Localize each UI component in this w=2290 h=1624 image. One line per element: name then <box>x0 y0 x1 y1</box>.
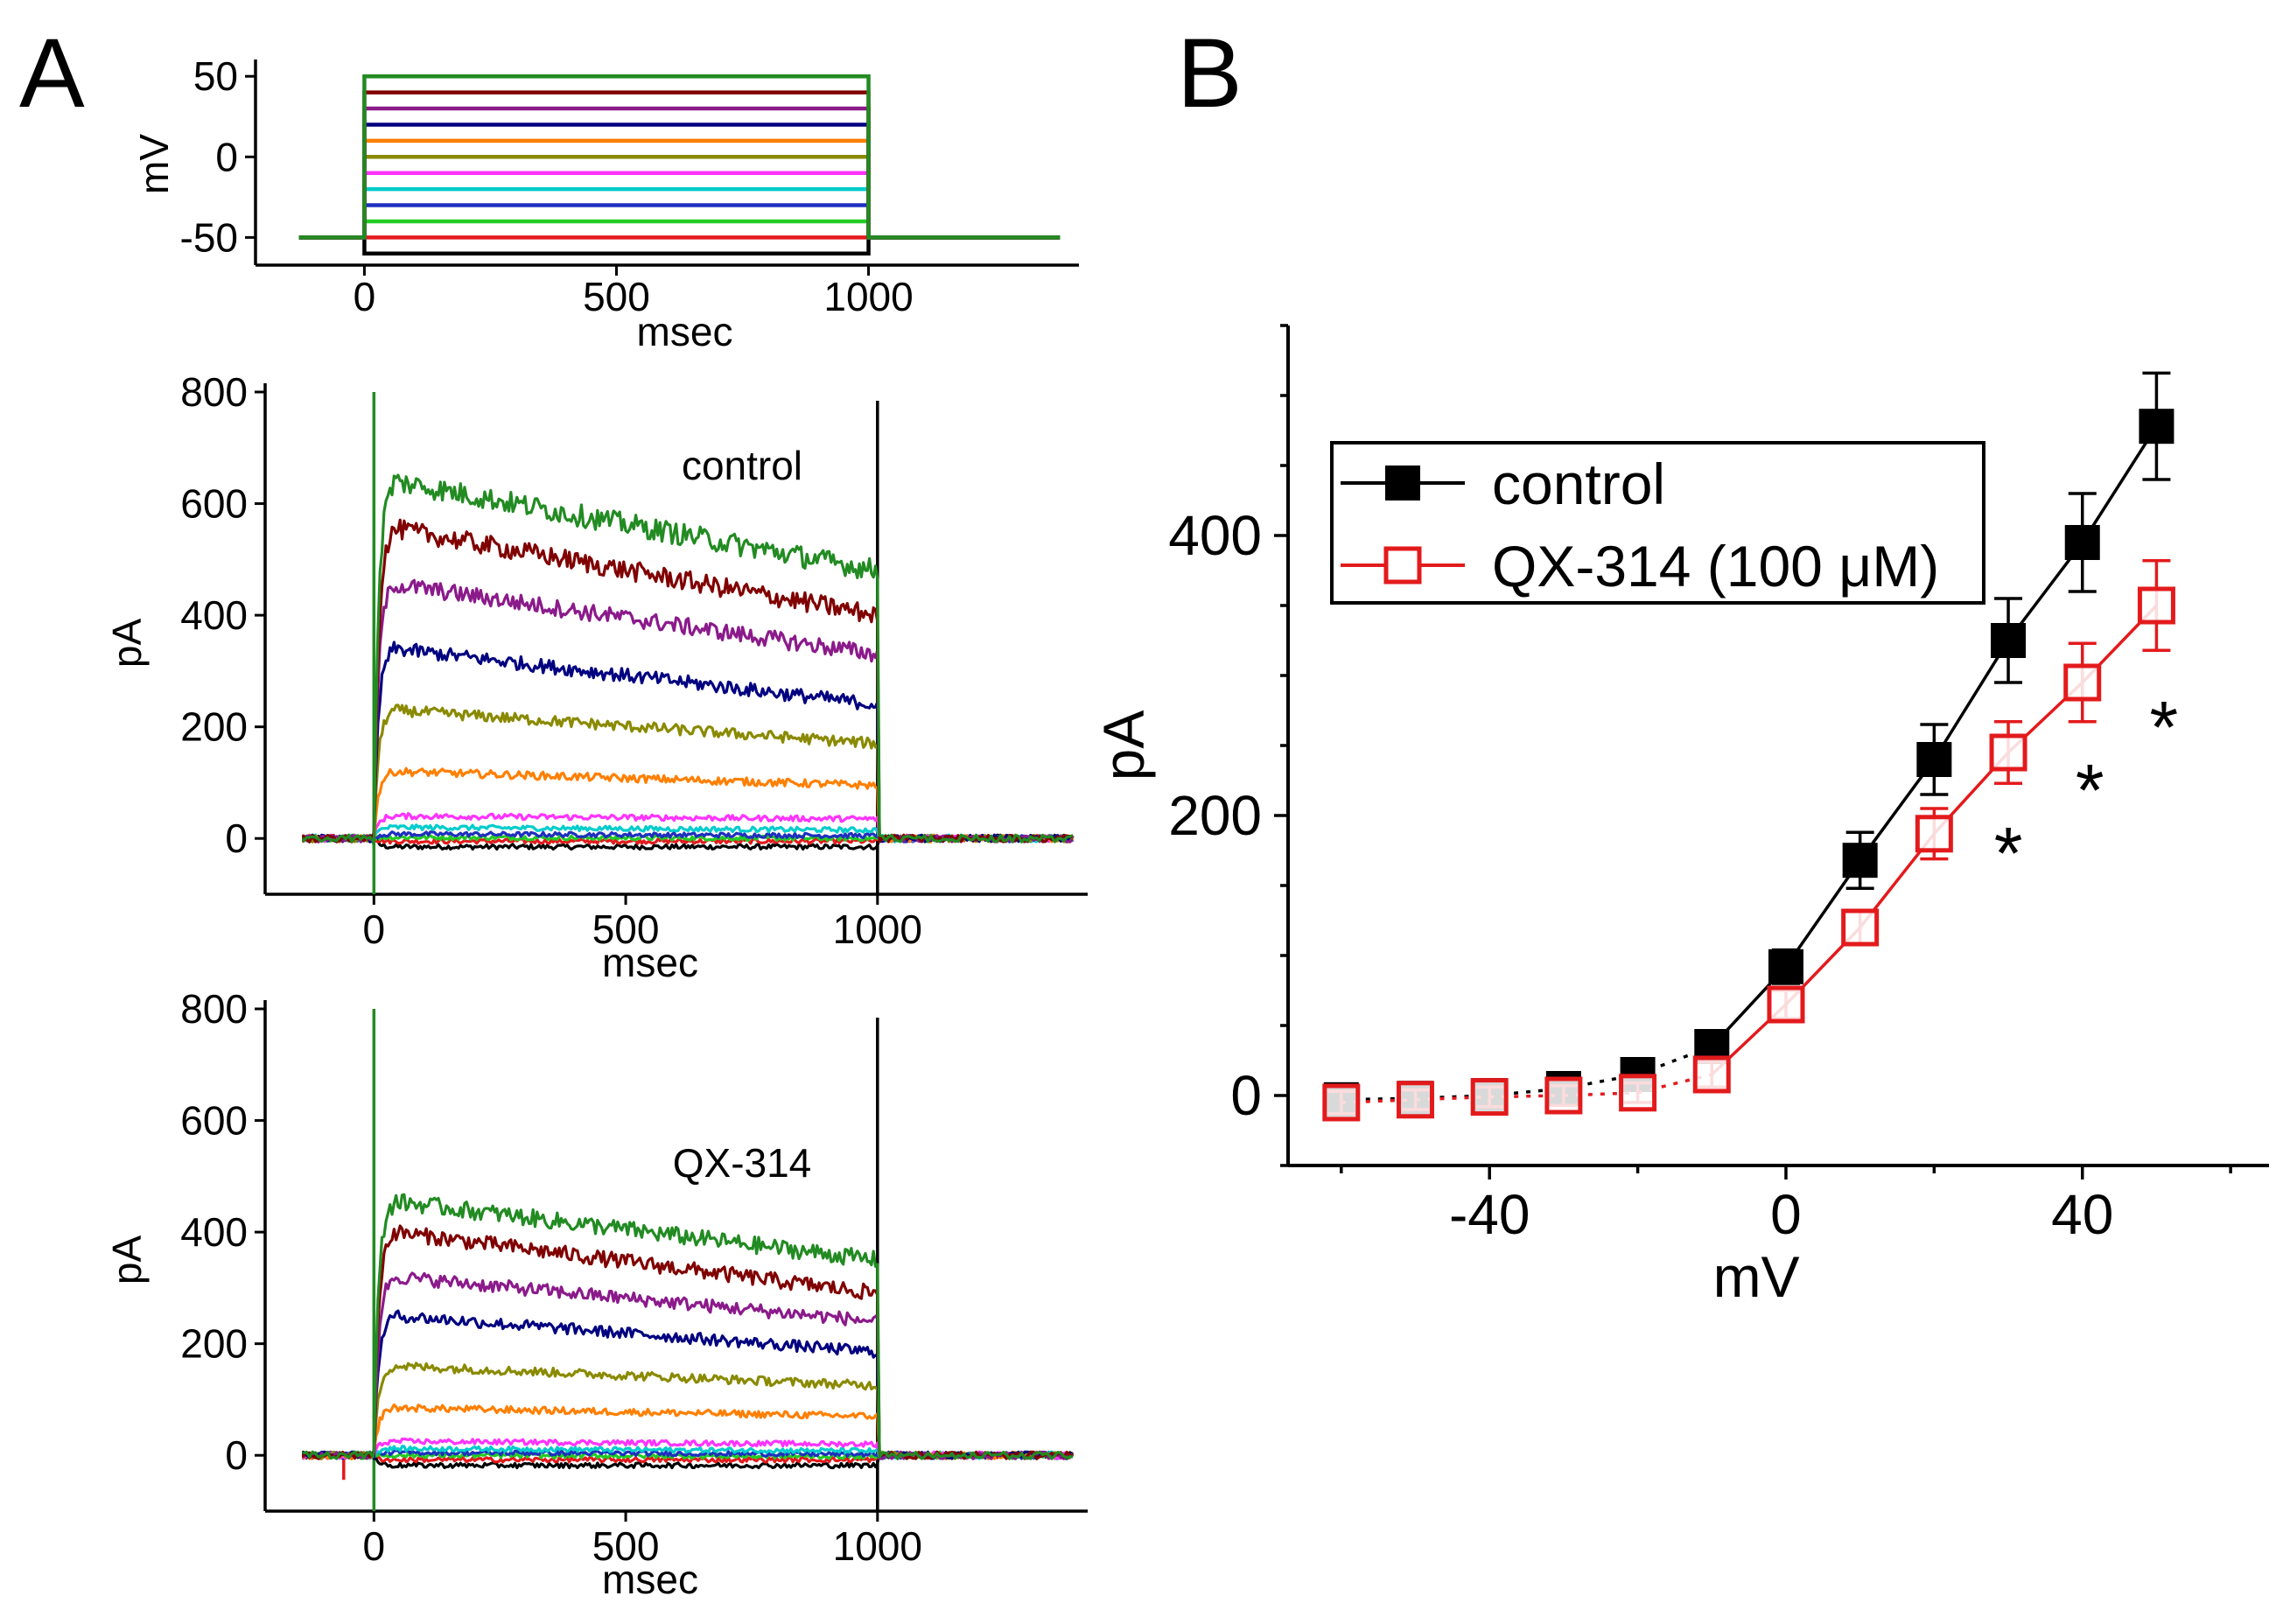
legend-box <box>1330 441 1985 605</box>
x-tick-label: 500 <box>592 1523 660 1569</box>
iv-relationship-plot: 400 200 0 -40 0 40 mV pA * * * control QX-314 (100 μ… <box>1091 324 2269 1309</box>
x-tick-label: 0 <box>1770 1183 1802 1246</box>
stimulus-step-4 <box>298 186 1061 240</box>
series-0-segment <box>1932 640 2010 760</box>
data-point-qx314 <box>1322 1083 1361 1122</box>
x-tick-label: 1000 <box>823 274 913 319</box>
y-tick-label: 200 <box>180 704 248 750</box>
x-tick-label: 500 <box>592 906 660 952</box>
y-tick-label: 0 <box>225 1432 248 1478</box>
y-tick-label: 800 <box>180 369 248 415</box>
x-tick-label: 0 <box>354 274 376 319</box>
panel-a-letter: A <box>19 18 85 128</box>
data-point-control <box>2139 409 2174 444</box>
data-point-qx314 <box>1989 733 2027 772</box>
significance-star: * <box>2150 686 2179 768</box>
data-point-control <box>1842 843 1878 878</box>
y-tick-label: 0 <box>225 816 248 861</box>
control-current-traces-plot: 800 600 400 200 0 0 500 1000 msec pA control <box>104 369 1088 985</box>
current-trace-30mv <box>302 578 1074 844</box>
stimulus-step-2 <box>298 219 1061 240</box>
data-point-qx314 <box>1544 1076 1583 1115</box>
data-point-control <box>1916 742 1952 777</box>
x-tick-label: 1000 <box>833 1523 922 1569</box>
data-point-qx314 <box>1470 1078 1509 1116</box>
current-trace-10mv <box>302 704 1074 844</box>
x-tick-label: 500 <box>583 274 650 319</box>
y-tick-label: 200 <box>1168 784 1262 847</box>
x-axis-label: msec <box>602 940 698 985</box>
stimulus-step-10 <box>298 90 1061 240</box>
stimulus-step-6 <box>298 155 1061 240</box>
data-point-qx314 <box>2137 586 2175 625</box>
data-point-qx314 <box>1841 908 1880 947</box>
x-axis-label: msec <box>602 1557 698 1602</box>
current-trace-20mv <box>302 640 1074 844</box>
data-point-qx314 <box>1767 985 1805 1024</box>
legend-marker <box>1385 466 1420 500</box>
y-axis-label: pA <box>104 619 150 668</box>
y-tick-label: 0 <box>1230 1064 1262 1127</box>
x-tick-label: 40 <box>2051 1183 2113 1246</box>
y-tick-label: -50 <box>180 214 238 260</box>
significance-star: * <box>1994 812 2023 894</box>
y-axis-label: pA <box>104 1236 150 1285</box>
y-axis-label: mV <box>131 134 177 194</box>
x-axis-label: msec <box>637 309 733 354</box>
data-point-control <box>2064 525 2100 560</box>
x-tick-label: -40 <box>1449 1183 1530 1246</box>
y-tick-label: 600 <box>180 481 248 527</box>
x-tick-label: 0 <box>363 906 386 952</box>
legend-label: QX-314 (100 μM) <box>1492 534 1939 598</box>
panel-b-letter: B <box>1177 18 1243 128</box>
series-0-segment <box>2081 425 2158 543</box>
data-point-qx314 <box>1619 1074 1657 1112</box>
trace-title: control <box>682 443 802 488</box>
y-tick-label: 0 <box>215 134 238 179</box>
y-tick-label: 600 <box>180 1098 248 1144</box>
current-trace-50mv <box>302 1193 1074 1460</box>
y-axis-label: pA <box>1091 710 1156 781</box>
data-point-qx314 <box>2063 663 2102 702</box>
qx314-current-traces-plot: 800 600 400 200 0 0 500 1000 msec pA QX-314 <box>104 986 1088 1602</box>
stimulus-step-0 <box>298 235 1061 256</box>
trace-title: QX-314 <box>673 1140 812 1186</box>
legend-label: control <box>1492 452 1665 516</box>
y-tick-label: 50 <box>193 53 238 99</box>
significance-star: * <box>2076 749 2104 831</box>
y-tick-label: 800 <box>180 986 248 1032</box>
y-tick-label: 400 <box>180 592 248 638</box>
x-tick-label: 1000 <box>833 906 922 952</box>
y-tick-label: 200 <box>180 1321 248 1367</box>
x-tick-label: 0 <box>363 1523 386 1569</box>
data-point-qx314 <box>1692 1055 1731 1094</box>
data-point-control <box>1768 948 1803 984</box>
current-trace-20mv <box>302 1309 1074 1460</box>
data-point-qx314 <box>1397 1081 1435 1119</box>
data-point-qx314 <box>1915 815 1953 853</box>
y-tick-label: 400 <box>180 1209 248 1255</box>
x-axis-label: mV <box>1713 1244 1800 1309</box>
current-trace-50mv <box>302 473 1074 848</box>
y-tick-label: 400 <box>1168 504 1262 567</box>
data-point-control <box>1991 623 2027 658</box>
legend-marker <box>1383 546 1422 584</box>
stimulus-step-11 <box>298 74 1061 240</box>
